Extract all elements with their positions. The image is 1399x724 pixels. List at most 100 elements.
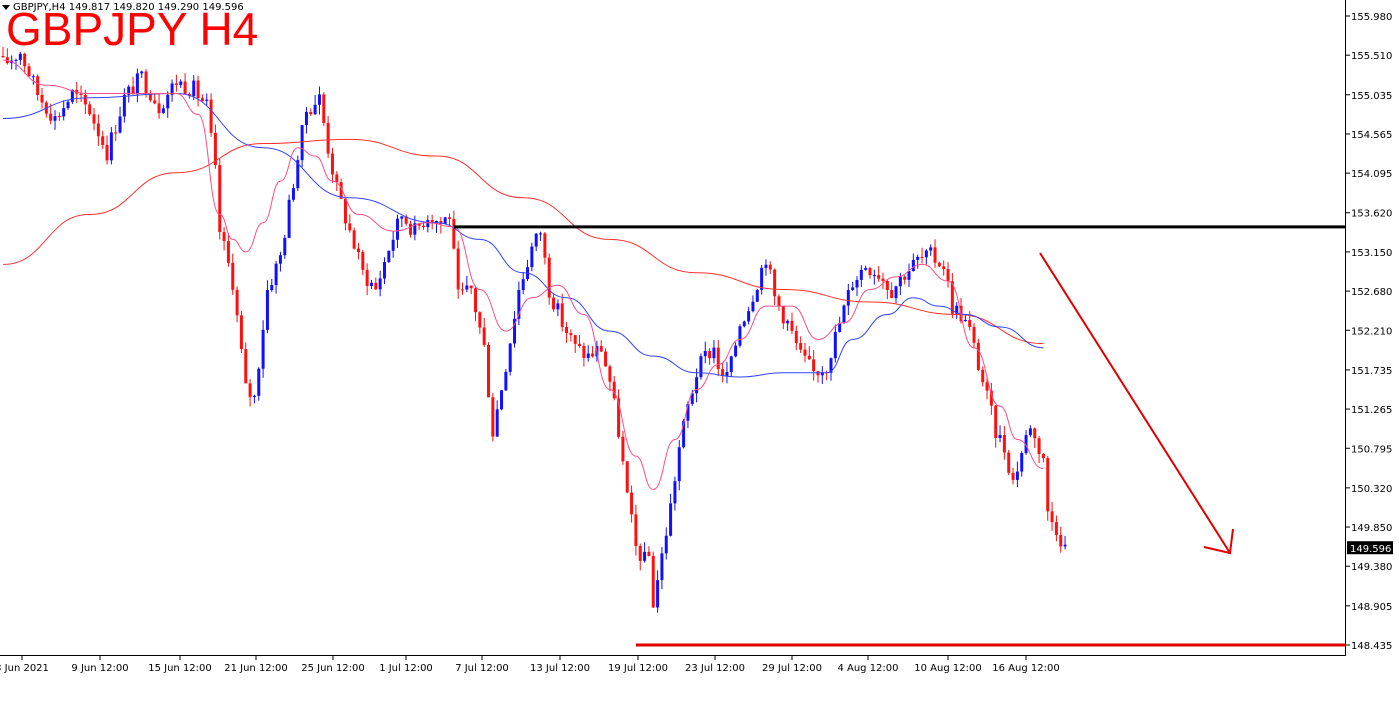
candle <box>1033 427 1037 448</box>
candle-body <box>23 53 27 67</box>
candle <box>66 99 70 110</box>
candle-body <box>174 83 178 85</box>
candle <box>23 52 27 74</box>
candle <box>729 355 733 377</box>
candle-body <box>634 514 638 546</box>
candle-body <box>885 281 889 290</box>
candle-body <box>630 492 634 515</box>
candle <box>57 112 61 121</box>
candle <box>495 400 499 437</box>
candle <box>716 340 720 377</box>
candle-body <box>330 153 334 175</box>
y-tick-label: 151.735 <box>1351 366 1392 377</box>
candle-body <box>313 104 317 115</box>
candle-body <box>127 86 131 95</box>
candle-body <box>322 94 326 123</box>
candle-body <box>976 342 980 370</box>
candle-body <box>664 535 668 554</box>
candle-body <box>1 56 5 58</box>
x-tick-label: 4 Aug 12:00 <box>837 663 898 674</box>
candle-body <box>695 377 699 394</box>
candle-body <box>474 288 478 313</box>
dropdown-triangle-icon[interactable] <box>2 4 10 10</box>
candle-body <box>963 319 967 322</box>
candle <box>534 233 538 252</box>
candle-body <box>942 266 946 270</box>
candle-body <box>682 420 686 448</box>
candle-body <box>343 198 347 224</box>
candle-body <box>643 551 647 561</box>
candle <box>864 265 868 271</box>
candle-body <box>300 125 304 161</box>
candle <box>79 85 83 102</box>
candle <box>621 431 625 465</box>
candle <box>946 262 950 288</box>
candle <box>556 299 560 317</box>
moving-averages-layer <box>2 59 1044 491</box>
arrow-head-icon <box>1203 528 1234 555</box>
candle <box>521 272 525 295</box>
candle <box>378 270 382 297</box>
x-tick-label: 10 Aug 12:00 <box>914 663 981 674</box>
current-price-tag: 149.596 <box>1347 541 1393 555</box>
candle-body <box>673 481 677 504</box>
candle <box>920 247 924 264</box>
candle <box>794 325 798 351</box>
candle-body <box>482 327 486 345</box>
candle-body <box>647 551 651 556</box>
candle <box>118 106 122 134</box>
candle-body <box>413 223 417 235</box>
candle-body <box>621 436 625 462</box>
candle-body <box>31 76 35 78</box>
candle <box>474 285 478 322</box>
candle-body <box>521 279 525 291</box>
candle-body <box>487 344 491 398</box>
candle <box>88 101 92 117</box>
candle <box>101 130 105 149</box>
candle-body <box>66 101 70 109</box>
candle-body <box>435 221 438 224</box>
candle <box>777 294 781 311</box>
candle <box>660 546 664 590</box>
candle-body <box>989 390 993 406</box>
downtrend-arrow[interactable] <box>1039 252 1231 554</box>
candle <box>500 390 504 411</box>
candle <box>400 216 404 228</box>
candle-body <box>838 323 842 332</box>
candle-body <box>768 264 772 270</box>
candle <box>205 93 209 106</box>
candle-body <box>335 174 339 183</box>
candle <box>582 342 586 367</box>
candle <box>222 227 226 251</box>
candle-body <box>105 144 109 161</box>
candle-body <box>968 319 972 327</box>
candle-body <box>543 233 547 258</box>
candle <box>530 242 534 272</box>
candle-body <box>690 393 694 404</box>
candle <box>543 231 547 265</box>
candle <box>1028 425 1032 438</box>
candle-body <box>738 326 742 346</box>
x-tick-label: 25 Jun 12:00 <box>301 663 365 674</box>
candle <box>452 210 456 250</box>
candle <box>482 317 486 347</box>
candle-body <box>799 343 803 350</box>
candle <box>31 74 35 85</box>
candle <box>955 302 959 319</box>
candle <box>846 283 850 316</box>
candle <box>478 311 482 334</box>
candle <box>599 340 603 352</box>
candle <box>27 63 31 77</box>
candle-body <box>1024 435 1028 454</box>
candle-body <box>140 71 144 74</box>
candle <box>872 269 876 285</box>
y-tick-label: 150.320 <box>1351 484 1392 495</box>
candle <box>53 110 57 130</box>
candle-body <box>326 122 330 154</box>
ma-fast-line <box>2 59 1044 491</box>
time-axis: 3 Jun 2021 9 Jun 12:00 15 Jun 12:00 21 Jun … <box>0 656 1060 674</box>
candle-body <box>365 269 369 286</box>
candle-body <box>395 218 399 240</box>
candle <box>604 348 608 367</box>
